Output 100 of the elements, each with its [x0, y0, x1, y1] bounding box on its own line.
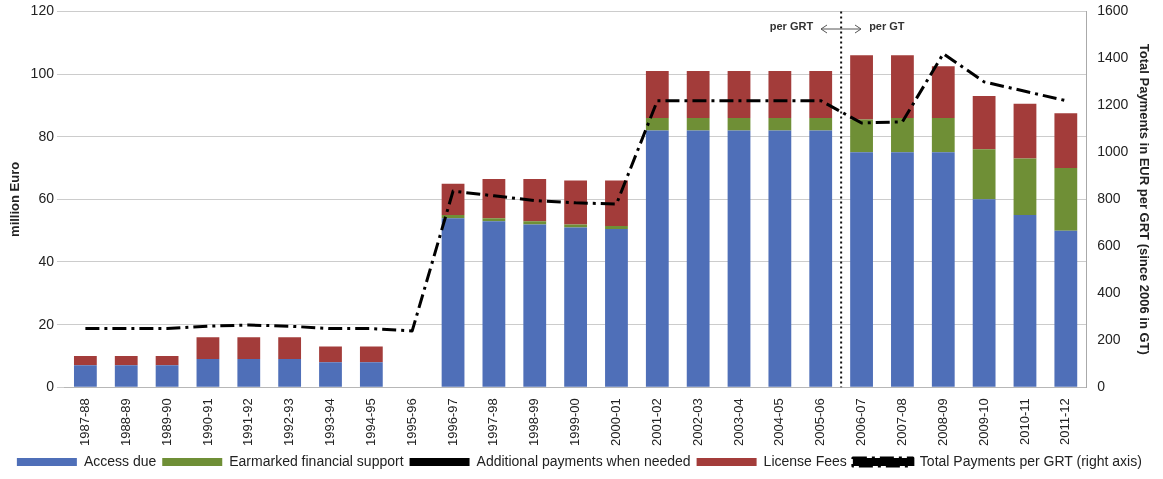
bar	[155, 355, 179, 366]
bar	[891, 55, 914, 118]
bar	[482, 221, 506, 387]
x-tick-label: 1998-99	[526, 398, 542, 447]
y-tick-label: 120	[30, 2, 55, 19]
bar	[972, 199, 996, 387]
legend-label: Total Payments per GRT (right axis)	[919, 452, 1142, 469]
x-tick-label: 2001-02	[648, 398, 664, 447]
y2-tick-label: 200	[1097, 331, 1121, 348]
x-tick-label: 2003-04	[730, 398, 746, 447]
annotation: per GT	[869, 20, 905, 33]
bar	[564, 180, 588, 225]
y2-tick-label: 1400	[1097, 49, 1129, 66]
y2-tick-label: 1000	[1097, 143, 1129, 160]
bar	[523, 221, 547, 225]
y2-axis-title: Total Payments in EUR per GRT (since 2006 in GT)	[1136, 43, 1152, 355]
y-tick-label: 80	[38, 127, 55, 144]
bar	[359, 362, 383, 387]
bar	[809, 117, 833, 131]
bar	[931, 117, 955, 153]
y2-tick-label: 1600	[1097, 2, 1129, 19]
bar	[237, 359, 261, 387]
bar	[1054, 230, 1078, 387]
bar	[1013, 158, 1037, 216]
bar	[523, 178, 547, 222]
bar	[931, 66, 955, 118]
y-tick-label: 100	[30, 64, 55, 81]
bar	[1054, 168, 1078, 231]
bar	[278, 337, 302, 360]
bar	[73, 355, 97, 366]
bar	[1013, 103, 1037, 159]
x-tick-label: 1987-88	[76, 398, 92, 447]
x-tick-label: 1989-90	[158, 398, 174, 447]
x-tick-label: 2010-11	[1016, 398, 1032, 446]
bar	[727, 130, 751, 387]
bar	[645, 70, 669, 118]
x-tick-label: 2006-07	[853, 398, 869, 447]
bar	[359, 346, 383, 363]
bar	[645, 117, 669, 131]
bar	[114, 355, 138, 366]
x-tick-label: 2004-05	[771, 398, 787, 447]
legend-label: Earmarked financial support	[229, 452, 404, 469]
x-tick-label: 1991-92	[240, 398, 256, 447]
bar	[727, 70, 751, 118]
bar	[972, 149, 996, 200]
bar	[850, 152, 873, 387]
y2-tick-label: 0	[1097, 378, 1106, 395]
bar	[1054, 113, 1078, 169]
x-tick-label: 1988-89	[117, 398, 133, 447]
y2-tick-label: 800	[1097, 190, 1121, 207]
bar	[809, 130, 833, 387]
annotation: per GRT	[769, 20, 814, 33]
x-tick-label: 1992-93	[281, 398, 297, 447]
y-axis-title: million Euro	[7, 161, 23, 237]
bar	[727, 117, 751, 131]
legend-label: License Fees	[763, 452, 847, 469]
bar	[768, 70, 792, 118]
bar	[850, 119, 873, 153]
x-tick-label: 1993-94	[322, 398, 338, 447]
legend-label: Additional payments when needed	[476, 452, 691, 469]
x-tick-label: 2011-12	[1057, 398, 1073, 446]
bar	[972, 95, 996, 150]
y-tick-label: 0	[46, 378, 55, 395]
bar	[1013, 215, 1037, 387]
x-tick-label: 2000-01	[608, 398, 624, 447]
y-tick-label: 60	[38, 190, 55, 207]
bar	[645, 130, 669, 387]
x-tick-label: 1990-91	[199, 398, 215, 447]
bar	[891, 152, 914, 387]
bar	[482, 218, 506, 222]
bar	[319, 362, 342, 387]
bar	[686, 130, 710, 387]
x-tick-label: 1997-98	[485, 398, 501, 447]
y2-tick-label: 1200	[1097, 96, 1129, 113]
x-tick-label: 2009-10	[975, 398, 991, 447]
y2-tick-label: 400	[1097, 284, 1121, 301]
bar	[237, 337, 261, 360]
bar	[809, 70, 833, 118]
bar	[523, 224, 547, 387]
bar	[278, 359, 302, 387]
x-tick-label: 2007-08	[894, 398, 909, 447]
bar	[73, 365, 97, 387]
bar	[768, 117, 792, 131]
x-tick-label: 1995-96	[403, 398, 419, 447]
x-tick-label: 2005-06	[812, 398, 828, 447]
x-tick-label: 1994-95	[362, 398, 378, 447]
bar	[319, 346, 342, 363]
bar	[196, 359, 220, 387]
bar	[891, 117, 914, 153]
bar	[931, 152, 955, 387]
y2-tick-label: 600	[1097, 237, 1121, 254]
bar	[605, 229, 628, 387]
x-tick-label: 1996-97	[444, 398, 460, 447]
bar	[686, 117, 710, 131]
bar	[482, 178, 506, 219]
bar	[768, 130, 792, 387]
bar	[441, 218, 465, 387]
bar	[114, 365, 138, 387]
y-tick-label: 20	[38, 315, 55, 332]
x-tick-label: 2002-03	[689, 398, 705, 447]
